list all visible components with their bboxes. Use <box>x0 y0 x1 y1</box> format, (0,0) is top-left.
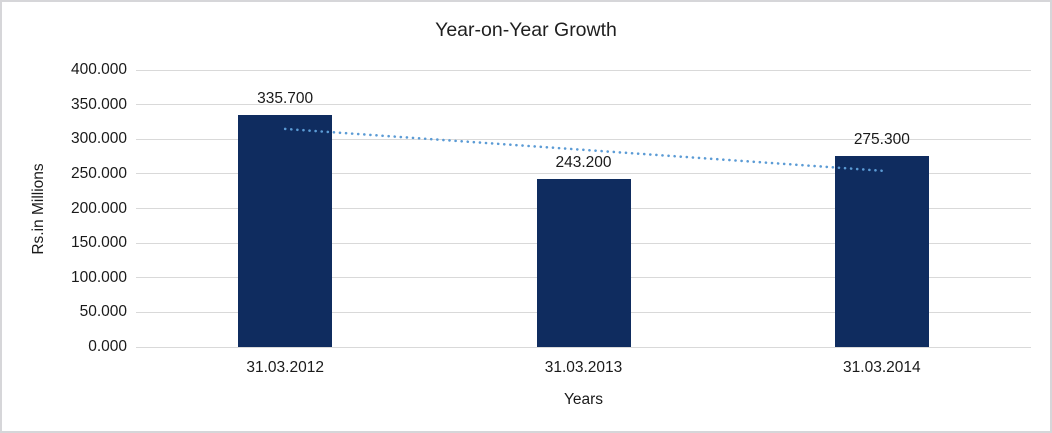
y-tick-label: 350.000 <box>70 95 127 113</box>
chart-title: Year-on-Year Growth <box>435 19 617 41</box>
x-tick-label: 31.03.2012 <box>246 359 324 376</box>
x-tick-label: 31.03.2013 <box>544 359 623 376</box>
bar-31.03.2014 <box>834 156 929 347</box>
x-tick-label: 31.03.2014 <box>843 359 921 376</box>
y-tick-label: 0.000 <box>88 338 127 355</box>
plot-area <box>136 69 1031 348</box>
gridline <box>136 138 1031 140</box>
x-axis-title: Years <box>563 391 604 408</box>
bar-31.03.2012 <box>238 114 333 347</box>
y-tick-label: 400.000 <box>70 61 127 78</box>
y-tick-label: 150.000 <box>70 234 127 252</box>
data-label: 335.700 <box>257 89 314 107</box>
data-label: 275.300 <box>853 131 910 149</box>
y-tick-label: 300.000 <box>70 130 127 148</box>
gridline <box>136 69 1031 71</box>
y-tick-label: 250.000 <box>70 164 127 182</box>
gridline <box>136 104 1031 106</box>
y-tick-label: 100.000 <box>70 268 127 286</box>
data-label: 243.200 <box>555 153 612 171</box>
trendline <box>283 127 884 173</box>
y-tick-label: 50.000 <box>79 303 127 321</box>
bar-31.03.2013 <box>536 178 631 347</box>
y-tick-label: 200.000 <box>70 199 127 217</box>
gridline <box>136 346 1031 348</box>
gridline <box>136 173 1031 175</box>
